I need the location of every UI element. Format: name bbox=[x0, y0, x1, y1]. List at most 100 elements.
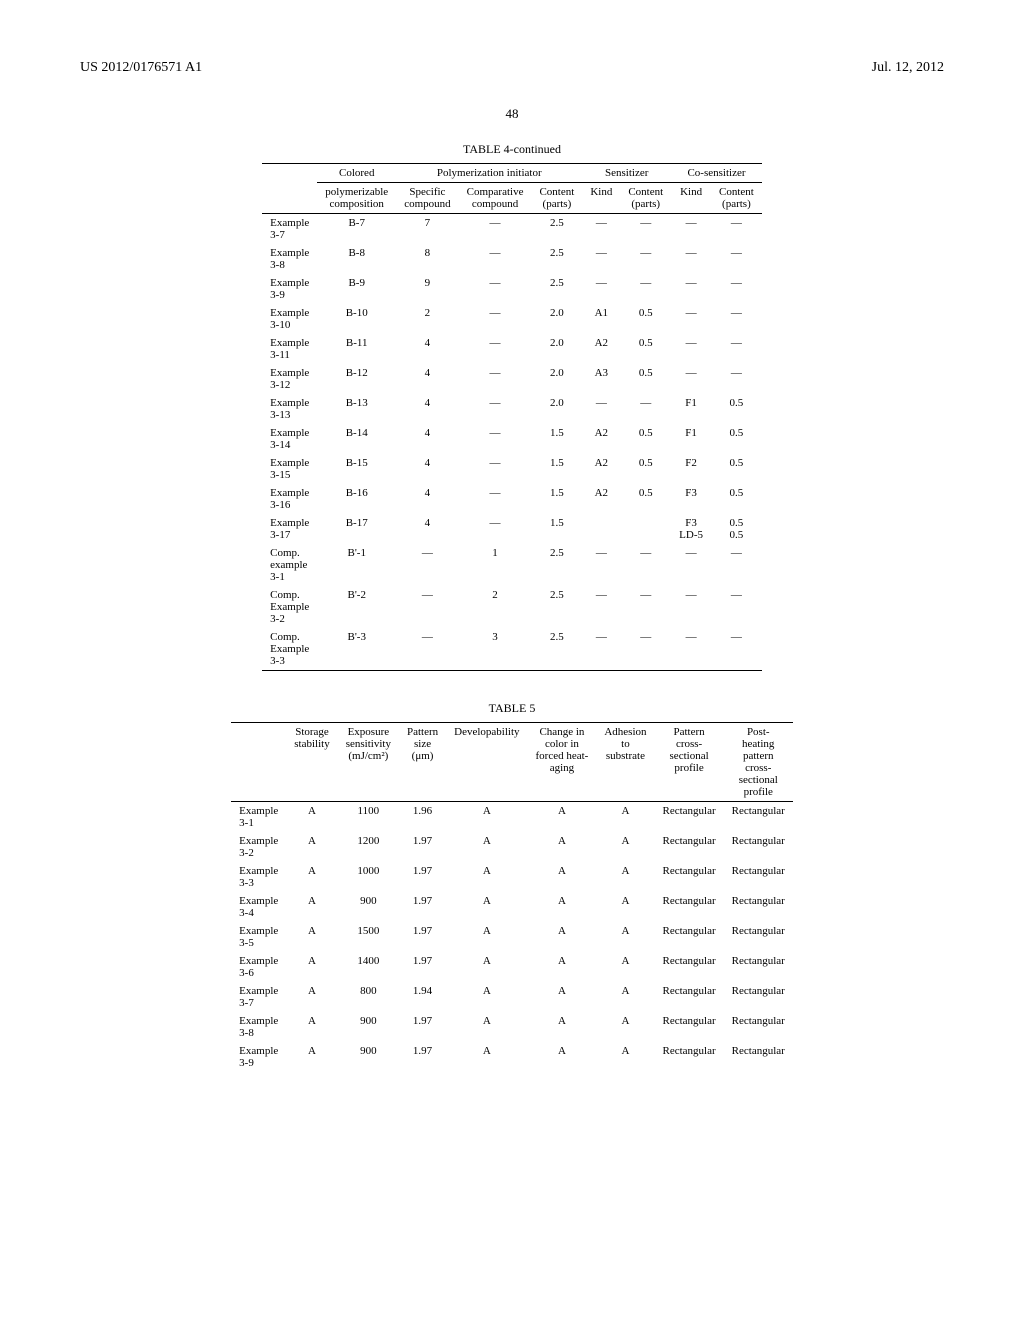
table-cell: 4 bbox=[396, 394, 458, 424]
table-cell: A bbox=[596, 1012, 654, 1042]
table-cell: Example 3-14 bbox=[262, 424, 317, 454]
table-cell: — bbox=[671, 628, 711, 671]
table-cell: — bbox=[396, 628, 458, 671]
table-cell: A bbox=[286, 922, 337, 952]
table-cell: B-10 bbox=[317, 304, 396, 334]
table-cell: 1.97 bbox=[399, 832, 446, 862]
table-cell: B-7 bbox=[317, 214, 396, 244]
table-cell: 4 bbox=[396, 364, 458, 394]
table-cell: A bbox=[596, 952, 654, 982]
table-cell: 1500 bbox=[338, 922, 399, 952]
table-cell: A bbox=[596, 892, 654, 922]
table-cell: Rectangular bbox=[724, 862, 793, 892]
table-cell: A bbox=[446, 1012, 527, 1042]
table-cell: A bbox=[528, 1042, 597, 1072]
table-cell: Example 3-8 bbox=[262, 244, 317, 274]
table-cell: Example 3-1 bbox=[231, 802, 286, 832]
table-cell: — bbox=[459, 424, 532, 454]
table-cell: A bbox=[286, 952, 337, 982]
table4-title: TABLE 4-continued bbox=[80, 142, 944, 157]
table5-col-change: Change in color in forced heat- aging bbox=[528, 723, 597, 802]
table-cell: 4 bbox=[396, 334, 458, 364]
table-cell bbox=[582, 514, 620, 544]
table-row: Example 3-11B-114—2.0A20.5—— bbox=[262, 334, 762, 364]
table-cell: — bbox=[671, 214, 711, 244]
table-cell: — bbox=[620, 628, 671, 671]
table5-col-exposure: Exposure sensitivity (mJ/cm²) bbox=[338, 723, 399, 802]
page-header: US 2012/0176571 A1 Jul. 12, 2012 bbox=[80, 60, 944, 76]
table-cell: Rectangular bbox=[655, 952, 724, 982]
table-cell: A bbox=[528, 982, 597, 1012]
table-cell: F2 bbox=[671, 454, 711, 484]
table-cell: — bbox=[396, 544, 458, 586]
table-cell: — bbox=[459, 334, 532, 364]
table-row: Comp. Example 3-3B'-3—32.5———— bbox=[262, 628, 762, 671]
table-cell: Rectangular bbox=[655, 922, 724, 952]
table-cell: Rectangular bbox=[655, 832, 724, 862]
table-cell: A bbox=[286, 832, 337, 862]
table-cell: — bbox=[582, 586, 620, 628]
table-cell: — bbox=[711, 628, 762, 671]
table-row: Example 3-8A9001.97AAARectangularRectang… bbox=[231, 1012, 793, 1042]
table-cell: A bbox=[528, 952, 597, 982]
table-cell: — bbox=[459, 394, 532, 424]
table-row: Example 3-15B-154—1.5A20.5F20.5 bbox=[262, 454, 762, 484]
table-cell: A bbox=[528, 1012, 597, 1042]
table-cell: — bbox=[459, 244, 532, 274]
table-cell: Example 3-3 bbox=[231, 862, 286, 892]
table-cell: 1.5 bbox=[531, 514, 582, 544]
table-cell: 1200 bbox=[338, 832, 399, 862]
table-cell: 2.5 bbox=[531, 586, 582, 628]
table-cell: 2.5 bbox=[531, 214, 582, 244]
table-cell: 1.97 bbox=[399, 922, 446, 952]
table-cell: B'-3 bbox=[317, 628, 396, 671]
table-row: Example 3-9A9001.97AAARectangularRectang… bbox=[231, 1042, 793, 1072]
table-cell: Rectangular bbox=[655, 862, 724, 892]
table-cell: — bbox=[582, 394, 620, 424]
table-cell: — bbox=[671, 244, 711, 274]
table-row: Example 3-7B-77—2.5———— bbox=[262, 214, 762, 244]
table-cell: 2.0 bbox=[531, 394, 582, 424]
table-cell: 1.5 bbox=[531, 484, 582, 514]
table-cell: A bbox=[528, 892, 597, 922]
table-cell: 0.5 0.5 bbox=[711, 514, 762, 544]
table-cell: A2 bbox=[582, 454, 620, 484]
table-cell: A2 bbox=[582, 424, 620, 454]
table-cell: — bbox=[711, 304, 762, 334]
table-cell: — bbox=[671, 304, 711, 334]
table-cell: A bbox=[446, 892, 527, 922]
table-cell: 0.5 bbox=[620, 454, 671, 484]
table5: Storage stability Exposure sensitivity (… bbox=[231, 722, 793, 1072]
table-cell: A bbox=[446, 922, 527, 952]
table-cell: — bbox=[396, 586, 458, 628]
table-cell: 0.5 bbox=[620, 364, 671, 394]
table4-col-k1: Kind bbox=[582, 183, 620, 214]
table-cell: 2.5 bbox=[531, 544, 582, 586]
table-cell: 2.0 bbox=[531, 304, 582, 334]
table-cell: B'-2 bbox=[317, 586, 396, 628]
table-cell: Example 3-4 bbox=[231, 892, 286, 922]
publication-date: Jul. 12, 2012 bbox=[872, 60, 944, 76]
table-cell: Rectangular bbox=[724, 952, 793, 982]
table-row: Example 3-1A11001.96AAARectangularRectan… bbox=[231, 802, 793, 832]
table-cell: B'-1 bbox=[317, 544, 396, 586]
table-cell: Example 3-10 bbox=[262, 304, 317, 334]
table5-col-develop: Developability bbox=[446, 723, 527, 802]
table-cell: 0.5 bbox=[711, 394, 762, 424]
table-cell: Example 3-9 bbox=[231, 1042, 286, 1072]
table-cell: Example 3-2 bbox=[231, 832, 286, 862]
table-cell: 0.5 bbox=[620, 484, 671, 514]
table-cell: — bbox=[459, 214, 532, 244]
table-row: Example 3-9B-99—2.5———— bbox=[262, 274, 762, 304]
table-row: Example 3-14B-144—1.5A20.5F10.5 bbox=[262, 424, 762, 454]
table-row: Example 3-8B-88—2.5———— bbox=[262, 244, 762, 274]
table-cell: — bbox=[582, 214, 620, 244]
table-row: Example 3-6A14001.97AAARectangularRectan… bbox=[231, 952, 793, 982]
table-cell: — bbox=[711, 274, 762, 304]
table-cell bbox=[620, 514, 671, 544]
table-cell: 2.5 bbox=[531, 244, 582, 274]
table-cell: — bbox=[459, 454, 532, 484]
table4-col-spec: Specific compound bbox=[396, 183, 458, 214]
table-cell: 1.97 bbox=[399, 952, 446, 982]
table-cell: A bbox=[446, 802, 527, 832]
